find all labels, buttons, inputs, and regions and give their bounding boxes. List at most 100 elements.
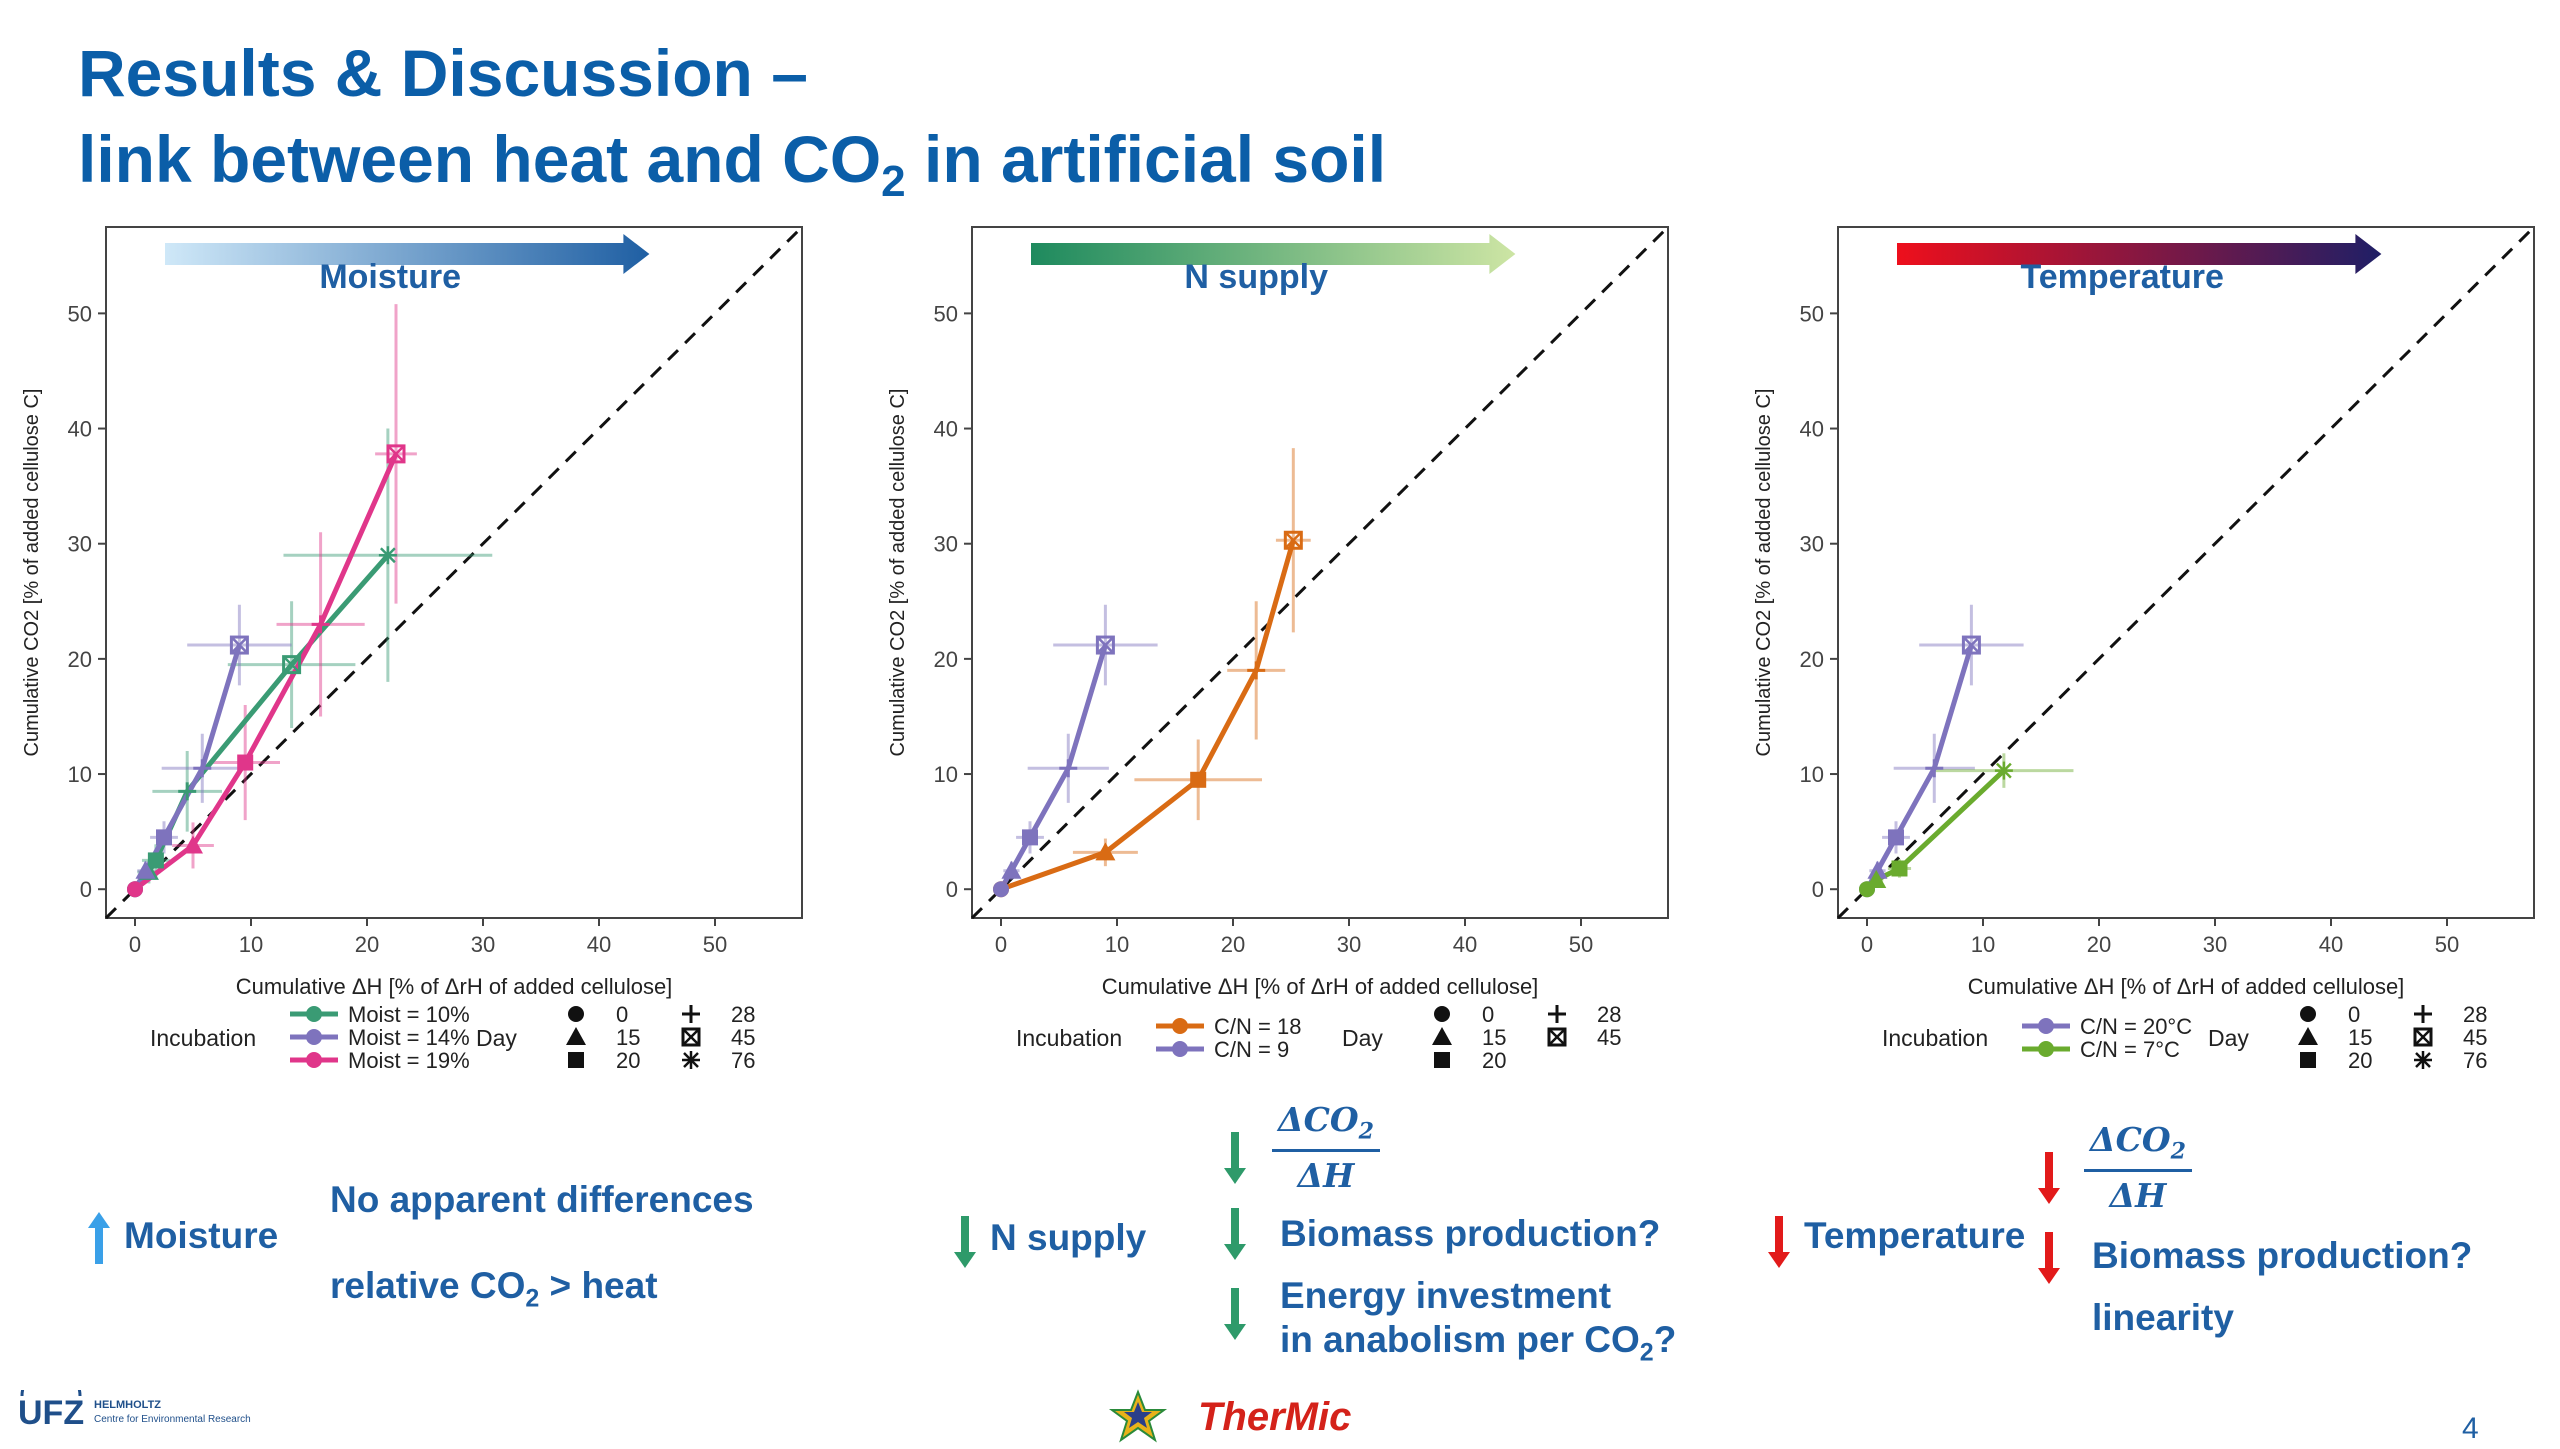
marker-boxx-d2 — [1284, 531, 1303, 550]
y-tick-label: 10 — [1800, 762, 1824, 787]
legend-dot — [306, 1006, 322, 1022]
marker-day-0 — [568, 1006, 584, 1022]
y-axis-label: Cumulative CO2 [% of added cellulose C] — [887, 389, 909, 757]
x-tick-label: 30 — [471, 932, 495, 957]
y-tick-label: 20 — [68, 647, 92, 672]
gradient-arrow — [1897, 234, 2382, 274]
marker-day-45 — [1283, 530, 1303, 550]
moisture-note-2-text: relative CO — [330, 1265, 526, 1306]
page-number: 4 — [2462, 1412, 2479, 1445]
marker-boxx-d2 — [387, 444, 405, 463]
legend-series-name: Moist = 14% — [348, 1025, 470, 1050]
marker-triangle — [135, 860, 156, 879]
marker-boxx-d2 — [230, 636, 249, 654]
legend-dot — [306, 1029, 322, 1045]
plot-border — [971, 226, 1669, 919]
down-arrow-icon — [1224, 1288, 1246, 1340]
legend-day-label: 20 — [1482, 1048, 1506, 1073]
gradient-arrow — [1031, 234, 1516, 274]
nsupply-item-2b-text: in anabolism per CO — [1280, 1319, 1640, 1360]
x-tick-label: 50 — [2435, 932, 2459, 957]
marker-day-20 — [1888, 829, 1904, 846]
temperature-ratio: ΔCO2 ΔH — [2084, 1120, 2192, 1215]
down-arrow-icon — [954, 1216, 976, 1268]
marker-day-20 — [1190, 771, 1207, 788]
ratio-num-sub: 2 — [1358, 1118, 1374, 1145]
marker-day-28 — [178, 782, 197, 801]
temperature-item-1: Biomass production? — [2092, 1235, 2473, 1276]
marker-square — [1434, 1052, 1450, 1068]
marker-star-4 — [379, 547, 396, 564]
marker-triangle — [1867, 860, 1888, 879]
series-line — [1000, 539, 1296, 892]
moisture-note-2-end: > heat — [539, 1265, 658, 1306]
thermic-logo-text: TherMic — [1198, 1395, 1351, 1439]
down-arrow-icon — [1224, 1132, 1246, 1184]
marker-day-15 — [2298, 1027, 2318, 1045]
x-axis-label: Cumulative ΔH [% of ΔrH of added cellulo… — [236, 974, 673, 999]
legend-title: Incubation — [1016, 1025, 1122, 1051]
legend-day-title: Day — [1342, 1025, 1383, 1051]
marker-day-45 — [1961, 635, 1981, 655]
y-tick-label: 20 — [934, 647, 958, 672]
nsupply-ratio: ΔCO2 ΔH — [1272, 1100, 1380, 1195]
legend-day-label: 28 — [2463, 1002, 2487, 1027]
ufz-logo-sub1: HELMHOLTZ — [94, 1399, 161, 1411]
marker-square — [1190, 771, 1207, 788]
marker-circle — [1434, 1006, 1450, 1022]
marker-day-28 — [2414, 1005, 2432, 1023]
ufz-logo-text: UFZ — [18, 1394, 84, 1432]
x-tick-label: 30 — [2203, 932, 2227, 957]
x-tick-label: 0 — [995, 932, 1007, 957]
title-line-2: link between heat and CO2 in artificial … — [78, 116, 1386, 204]
x-tick-label: 50 — [1569, 932, 1593, 957]
ratio-numerator: ΔCO2 — [1272, 1100, 1380, 1152]
nsupply-item-2b-sub: 2 — [1639, 1338, 1654, 1367]
legend-day-label: 15 — [2348, 1025, 2372, 1050]
y-tick-label: 50 — [1800, 301, 1824, 326]
legend-dot — [306, 1052, 322, 1068]
marker-day-28 — [1925, 759, 1944, 778]
marker-day-15 — [1095, 842, 1116, 861]
marker-circle — [2300, 1006, 2316, 1022]
legend-day-title: Day — [2208, 1025, 2249, 1051]
marker-day-15 — [1867, 860, 1888, 879]
legend-dot — [2038, 1018, 2054, 1034]
marker-day-20 — [1434, 1052, 1450, 1068]
legend-day-label: 76 — [731, 1048, 755, 1073]
title-subscript: 2 — [881, 157, 906, 206]
chart-moisture-svg: Moisture 0 10 20 30 40 50 0 10 20 30 40 50 Cumulative… — [21, 225, 804, 1073]
marker-day-76 — [2414, 1051, 2432, 1069]
ufz-logo: UFZ HELMHOLTZ Centre for Environmental R… — [18, 1365, 308, 1437]
one-to-one-line — [104, 225, 804, 920]
y-axis-label: Cumulative CO2 [% of added cellulose C] — [1753, 389, 1775, 757]
marker-day-45 — [386, 444, 406, 464]
marker-day-15 — [1001, 860, 1022, 879]
marker-day-28 — [1059, 759, 1078, 778]
ufz-logo-sub2: Centre for Environmental Research — [94, 1414, 251, 1425]
marker-triangle — [566, 1027, 586, 1045]
y-tick-label: 30 — [68, 532, 92, 557]
x-tick-label: 20 — [355, 932, 379, 957]
nsupply-label: N supply — [990, 1217, 1147, 1258]
marker-circle — [993, 881, 1009, 898]
y-tick-label: 0 — [946, 877, 958, 902]
marker-triangle — [183, 835, 203, 854]
y-tick-label: 40 — [1800, 417, 1824, 442]
chart-nsupply: N supply 0 10 20 30 40 50 0 10 20 30 40 50 Cumulative… — [866, 210, 1712, 1090]
x-tick-label: 40 — [2319, 932, 2343, 957]
down-arrow-icon — [2038, 1232, 2060, 1284]
marker-boxx — [681, 1027, 701, 1047]
marker-day-20 — [147, 852, 164, 869]
plot-border — [1837, 226, 2535, 919]
marker-boxx — [1961, 635, 1981, 655]
marker-square — [568, 1052, 584, 1068]
y-tick-label: 10 — [68, 762, 92, 787]
legend-day-label: 15 — [1482, 1025, 1506, 1050]
marker-boxx-d2 — [2414, 1028, 2432, 1046]
ratio-num-sub: 2 — [2170, 1138, 2186, 1165]
nsupply-item-2b-end: ? — [1653, 1319, 1677, 1360]
panel-label: N supply — [1184, 258, 1328, 296]
marker-square — [1891, 860, 1908, 877]
y-tick-label: 30 — [934, 532, 958, 557]
